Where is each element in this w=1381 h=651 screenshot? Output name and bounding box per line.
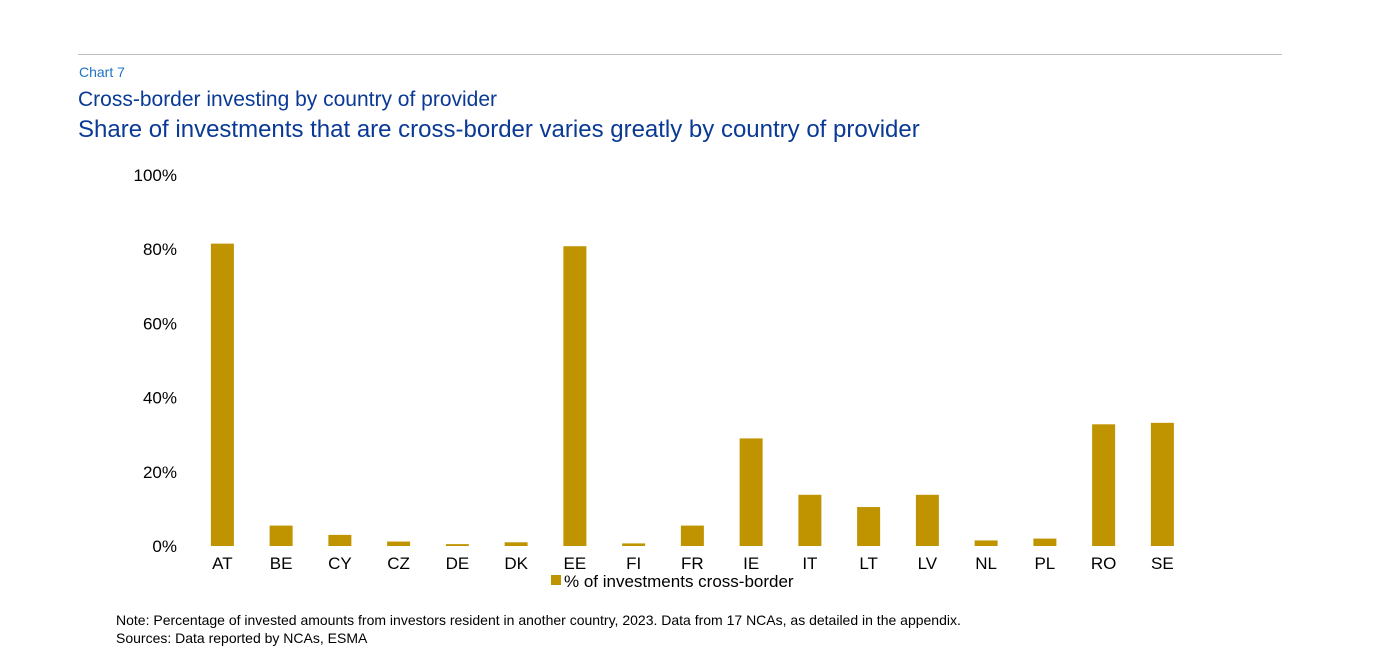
chart-footnote: Note: Percentage of invested amounts fro… [116,611,961,647]
x-tick-label: PL [1034,554,1055,573]
y-tick-label: 0% [152,537,177,556]
bar-it [798,494,822,546]
bar-cz [387,541,411,546]
x-axis: AT BE CY CZ DE DK EE FI FR IE IT LT LV NL PL RO SE [212,554,1174,573]
x-tick-label: RO [1091,554,1117,573]
y-tick-label: 40% [143,389,177,408]
y-tick-label: 20% [143,463,177,482]
bar-nl [974,540,998,546]
legend-label: % of investments cross-border [564,572,794,591]
x-tick-label: NL [975,554,997,573]
bar-cy [328,534,352,546]
bar-lt [857,507,881,546]
x-tick-label: DK [504,554,528,573]
x-tick-label: CZ [387,554,410,573]
x-tick-label: SE [1151,554,1174,573]
x-tick-label: CY [328,554,352,573]
x-tick-label: LT [859,554,878,573]
y-tick-label: 60% [143,314,177,333]
x-tick-label: DE [446,554,470,573]
x-tick-label: FR [681,554,704,573]
y-tick-label: 100% [134,166,177,185]
chart-title: Share of investments that are cross-bord… [78,116,920,143]
bar-lv [915,494,939,546]
legend: % of investments cross-border [551,572,794,591]
bar-ee [563,246,587,546]
bar-dk [504,542,528,546]
bar-be [269,525,293,546]
bar-fr [680,525,704,546]
x-tick-label: FI [626,554,641,573]
bar-pl [1033,538,1057,546]
y-axis: 0% 20% 40% 60% 80% 100% [134,166,177,556]
note-text: Note: Percentage of invested amounts fro… [116,612,961,628]
bar-chart: 0% 20% 40% 60% 80% 100% AT BE CY CZ DE DK EE FI FR IE I… [134,166,1174,591]
bar-fi [622,543,646,546]
chart-subtitle: Cross-border investing by country of pro… [78,88,498,111]
chart-number-label: Chart 7 [79,64,125,80]
x-tick-label: LV [918,554,938,573]
x-tick-label: IE [743,554,759,573]
bars [210,243,1174,546]
sources-text: Sources: Data reported by NCAs, ESMA [116,630,368,646]
y-tick-label: 80% [143,240,177,259]
x-tick-label: EE [564,554,587,573]
x-tick-label: BE [270,554,293,573]
x-tick-label: IT [802,554,817,573]
bar-ro [1092,424,1116,546]
bar-ie [739,438,763,546]
bar-at [210,243,234,546]
header-divider [78,54,1282,55]
bar-de [445,544,469,546]
legend-swatch [551,575,561,585]
x-tick-label: AT [212,554,232,573]
bar-se [1150,422,1174,546]
